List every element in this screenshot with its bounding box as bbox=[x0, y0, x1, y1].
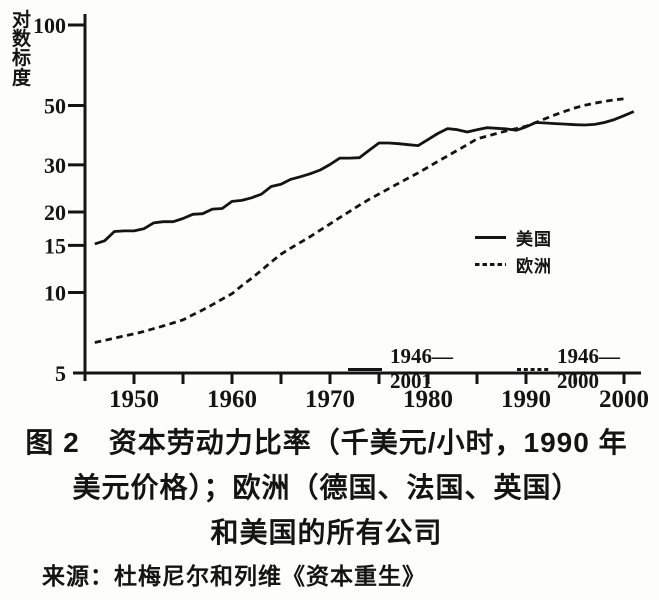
figure-caption-line-1: 图 2 资本劳动力比率（千美元/小时，1990 年 bbox=[25, 427, 628, 458]
us-solid-line-icon bbox=[475, 236, 506, 239]
x-tick-label: 1960 bbox=[207, 386, 257, 412]
europe-series-line bbox=[94, 97, 625, 344]
y-tick-label: 5 bbox=[55, 361, 66, 386]
figure-caption-line-3: 和美国的所有公司 bbox=[210, 517, 443, 548]
period-label-us: 1946—2001 bbox=[389, 344, 453, 393]
period-legend: 1946—2001 1946—2000 bbox=[347, 344, 659, 394]
europe-dashed-line-icon bbox=[475, 263, 506, 266]
y-tick-label: 100 bbox=[33, 13, 66, 38]
legend-row-europe: 欧洲 bbox=[474, 251, 552, 278]
y-tick-label: 15 bbox=[44, 233, 66, 258]
europe-dashed-line-icon bbox=[516, 367, 549, 371]
x-tick-label: 1950 bbox=[109, 386, 159, 412]
y-tick-label: 10 bbox=[44, 281, 66, 306]
source-line: 来源：杜梅尼尔和列维《资本重生》 bbox=[42, 563, 426, 589]
series-legend: 美国 欧洲 bbox=[474, 224, 552, 278]
x-tick-label: 1990 bbox=[501, 386, 551, 412]
us-series-line bbox=[94, 110, 635, 246]
x-tick-label: 1980 bbox=[403, 386, 453, 412]
period-item-europe: 1946—2000 bbox=[516, 344, 659, 394]
us-solid-line-icon bbox=[348, 367, 382, 371]
y-axis-label: 对数标度 bbox=[12, 10, 32, 89]
y-tick-label: 20 bbox=[44, 200, 66, 225]
legend-label-europe: 欧洲 bbox=[516, 257, 552, 276]
figure-caption-line-2: 美元价格）；欧洲（德国、法国、英国） bbox=[72, 472, 581, 503]
x-tick-label: 1970 bbox=[305, 386, 355, 412]
y-tick-label: 50 bbox=[44, 94, 66, 119]
x-tick-label: 2000 bbox=[599, 386, 649, 412]
legend-label-us: 美国 bbox=[516, 230, 552, 249]
legend-row-us: 美国 bbox=[474, 224, 552, 251]
y-tick-label: 30 bbox=[44, 153, 66, 178]
period-label-europe: 1946—2000 bbox=[557, 344, 620, 393]
period-item-us: 1946—2001 bbox=[347, 344, 492, 394]
chart-plot-area: 100 50 30 20 15 10 5 1950 1960 1970 1980 1990 2000 bbox=[33, 13, 649, 412]
